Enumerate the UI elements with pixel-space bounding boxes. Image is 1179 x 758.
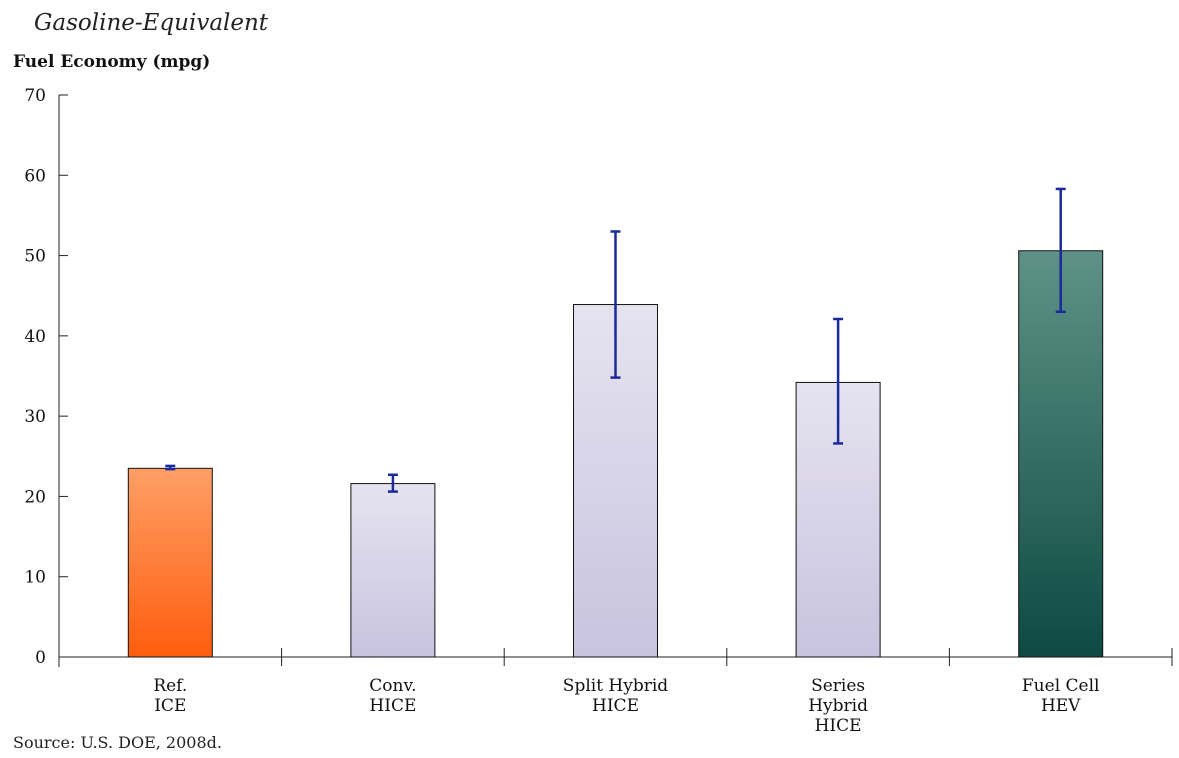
x-category-label: Fuel Cell HEV (1022, 676, 1100, 716)
x-category-label-line: HICE (592, 696, 639, 716)
y-tick-label: 10 (24, 568, 46, 588)
x-category-label-line: ICE (154, 696, 186, 716)
x-category-label-line: Conv. (369, 676, 416, 696)
x-category-label: Split Hybrid HICE (563, 676, 669, 716)
y-tick-label: 20 (24, 487, 46, 507)
y-tick-label: 30 (24, 407, 46, 427)
y-tick-label: 70 (24, 86, 46, 106)
x-category-label: Conv. HICE (369, 676, 416, 716)
x-category-label-line: HEV (1041, 696, 1081, 716)
x-category-label-line: Ref. (153, 676, 187, 696)
x-category-label-line: Fuel Cell (1022, 676, 1100, 696)
x-category-label: Series Hybrid HICE (808, 676, 868, 736)
y-axis-label: Fuel Economy (mpg) (13, 52, 211, 72)
x-category-label-line: Series (811, 676, 865, 696)
x-category-label: Ref. ICE (153, 676, 187, 716)
x-category-label-line: Split Hybrid (563, 676, 669, 696)
y-tick-label: 40 (24, 327, 46, 347)
y-tick-label: 0 (35, 648, 46, 668)
y-tick-label: 50 (24, 247, 46, 267)
chart-subtitle: Gasoline-Equivalent (34, 10, 269, 36)
bar-1 (350, 483, 436, 658)
bar-0 (127, 467, 213, 658)
x-category-label-line: HICE (815, 716, 862, 736)
x-category-label-line: HICE (369, 696, 416, 716)
source-note: Source: U.S. DOE, 2008d. (13, 733, 222, 752)
x-category-label-line: Hybrid (808, 696, 868, 716)
bar-4 (1018, 250, 1104, 658)
y-tick-label: 60 (24, 166, 46, 186)
